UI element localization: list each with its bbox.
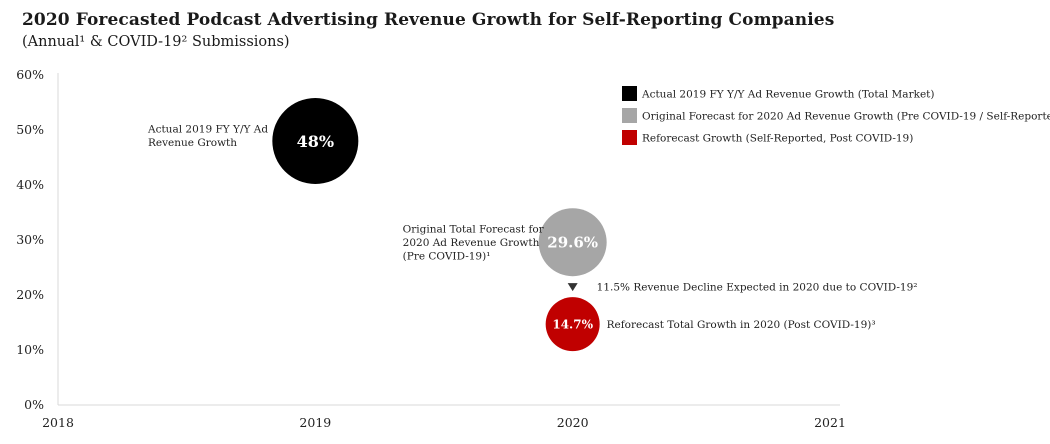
bubble-point xyxy=(272,98,359,184)
bubble-point xyxy=(538,208,607,277)
y-tick-label: 50% xyxy=(16,122,44,137)
chart-title: 2020 Forecasted Podcast Advertising Reve… xyxy=(22,10,835,30)
x-tick-label: 2020 xyxy=(557,415,589,430)
legend: Actual 2019 FY Y/Y Ad Revenue Growth (To… xyxy=(622,86,1050,145)
axes: 0% 10% 20% 30% 40% 50% 60% 2018 2019 2020 2021 xyxy=(16,67,846,430)
point-annotation: (Pre COVID-19)¹ xyxy=(403,251,491,263)
bubble-value-label: 29.6% xyxy=(547,234,598,252)
x-tick-label: 2021 xyxy=(814,415,846,430)
y-tick-label: 30% xyxy=(16,232,44,247)
legend-label: Original Forecast for 2020 Ad Revenue Gr… xyxy=(642,111,1050,123)
bubble-point xyxy=(545,297,600,352)
decline-annotation: 11.5% Revenue Decline Expected in 2020 d… xyxy=(597,282,918,294)
legend-label: Reforecast Growth (Self-Reported, Post C… xyxy=(642,133,913,145)
y-tick-label: 0% xyxy=(24,397,44,412)
legend-swatch xyxy=(622,130,637,145)
legend-swatch xyxy=(622,108,637,123)
point-annotation: Actual 2019 FY Y/Y Ad xyxy=(147,123,268,135)
bubble-value-label: 48% xyxy=(297,132,334,151)
x-tick-label: 2018 xyxy=(42,415,74,430)
point-annotation: Revenue Growth xyxy=(148,137,237,149)
point-annotation: Original Total Forecast for xyxy=(403,224,545,236)
decline-arrow-head xyxy=(567,283,578,292)
y-tick-label: 10% xyxy=(16,342,44,357)
chart-marks: 11.5% Revenue Decline Expected in 2020 d… xyxy=(147,98,918,352)
y-tick-label: 60% xyxy=(16,67,44,82)
point-annotation: Reforecast Total Growth in 2020 (Post CO… xyxy=(607,319,876,331)
legend-label: Actual 2019 FY Y/Y Ad Revenue Growth (To… xyxy=(641,89,934,101)
y-tick-label: 40% xyxy=(16,177,44,192)
x-tick-label: 2019 xyxy=(299,415,331,430)
chart-subtitle: (Annual¹ & COVID-19² Submissions) xyxy=(22,34,290,50)
bubble-value-label: 14.7% xyxy=(552,317,593,331)
legend-swatch xyxy=(622,86,637,101)
y-tick-label: 20% xyxy=(16,287,44,302)
point-annotation: 2020 Ad Revenue Growth xyxy=(403,237,540,249)
